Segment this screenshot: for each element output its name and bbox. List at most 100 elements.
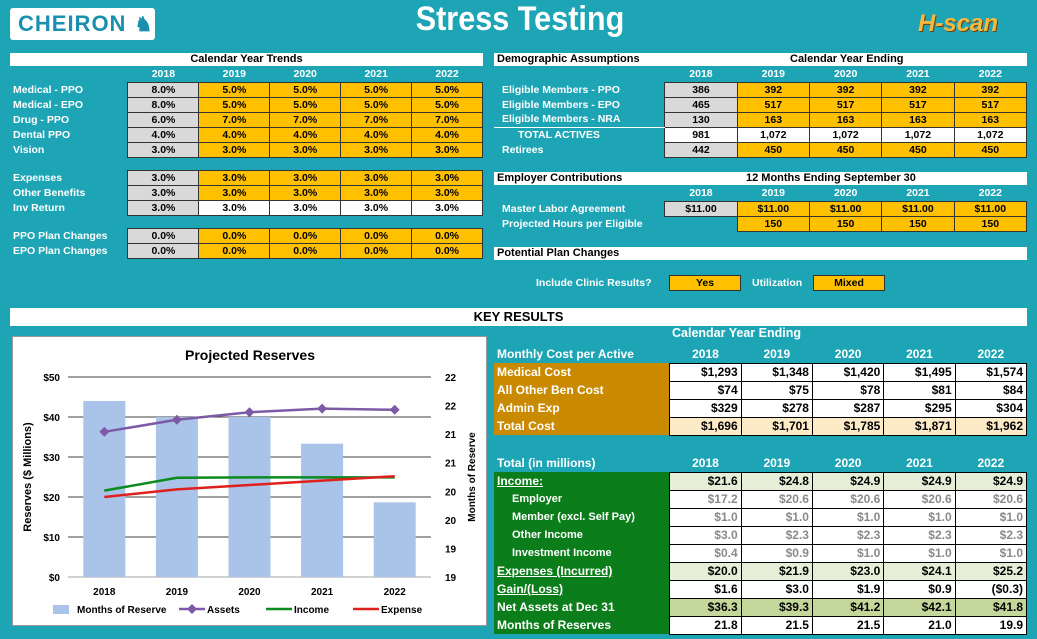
demo-cell: 1,072 <box>953 126 1028 143</box>
totals-sub-cell: $1.0 <box>954 507 1028 527</box>
trends-cell[interactable]: 3.0% <box>269 169 342 186</box>
totals-sub-cell: $1.0 <box>669 507 742 527</box>
trends-cell[interactable]: 5.0% <box>411 81 483 98</box>
emp-hours-cell[interactable]: 150 <box>736 215 810 232</box>
demo-cell[interactable]: 517 <box>953 96 1028 113</box>
demo-cell[interactable]: 517 <box>736 96 810 113</box>
trends-row: Other Benefits 3.0% 3.0% 3.0% 3.0% 3.0% <box>10 184 483 201</box>
trends-cell[interactable]: 5.0% <box>198 81 271 98</box>
demo-cell[interactable]: 163 <box>736 111 810 128</box>
clinic-select[interactable]: Yes <box>669 275 741 291</box>
chart-y-tick: $50 <box>43 373 60 384</box>
demo-cell[interactable]: 450 <box>736 141 810 158</box>
trends-cell[interactable]: 4.0% <box>198 126 271 143</box>
trends-cell[interactable]: 0.0% <box>269 227 342 244</box>
trends-row: Vision 3.0% 3.0% 3.0% 3.0% 3.0% <box>10 141 483 158</box>
trends-cell[interactable]: 0.0% <box>198 242 271 259</box>
trends-cell[interactable]: 3.0% <box>269 184 342 201</box>
trends-cell[interactable]: 5.0% <box>340 96 413 113</box>
trends-cell[interactable]: 5.0% <box>411 96 483 113</box>
trends-cell[interactable]: 3.0% <box>411 199 483 216</box>
emp-mla-cell[interactable]: $11.00 <box>808 200 883 217</box>
trends-cell[interactable]: 7.0% <box>198 111 271 128</box>
chart-line-expense <box>104 474 395 499</box>
trends-cell[interactable]: 0.0% <box>411 242 483 259</box>
trends-cell[interactable]: 0.0% <box>340 227 413 244</box>
totals-sub-cell: $2.3 <box>740 525 813 545</box>
trends-cell[interactable]: 5.0% <box>269 81 342 98</box>
demo-cell[interactable]: 163 <box>953 111 1028 128</box>
trends-cell[interactable]: 7.0% <box>340 111 413 128</box>
demo-cell[interactable]: 517 <box>881 96 955 113</box>
trends-cell[interactable]: 3.0% <box>411 169 483 186</box>
trends-row-label: Medical - EPO <box>13 98 84 111</box>
trends-cell[interactable]: 0.0% <box>269 242 342 259</box>
emp-hours-cell[interactable]: 150 <box>808 215 883 232</box>
trends-cell[interactable]: 3.0% <box>411 141 483 158</box>
trends-cell: 3.0% <box>127 169 200 186</box>
trends-cell[interactable]: 3.0% <box>198 141 271 158</box>
totals-gain-cell: ($0.3) <box>954 579 1028 599</box>
trends-cell[interactable]: 0.0% <box>340 242 413 259</box>
trends-cell[interactable]: 3.0% <box>340 169 413 186</box>
demo-row: Retirees 442 450 450 450 450 <box>494 141 1028 158</box>
monthly-cell: $74 <box>669 380 742 400</box>
trends-cell[interactable]: 5.0% <box>340 81 413 98</box>
emp-mla-cell[interactable]: $11.00 <box>953 200 1028 217</box>
chart-y2-tick: 20 <box>445 516 457 527</box>
demo-cell[interactable]: 163 <box>881 111 955 128</box>
demo-cell[interactable]: 392 <box>953 81 1028 98</box>
trends-cell[interactable]: 3.0% <box>198 199 271 216</box>
trends-cell[interactable]: 3.0% <box>198 169 271 186</box>
demo-cell[interactable]: 517 <box>808 96 883 113</box>
trends-cell[interactable]: 3.0% <box>198 184 271 201</box>
trends-row: Drug - PPO 6.0% 7.0% 7.0% 7.0% 7.0% <box>10 111 483 128</box>
totals-year-label: 2021 <box>906 455 933 470</box>
trends-cell[interactable]: 4.0% <box>269 126 342 143</box>
demo-cell[interactable]: 450 <box>953 141 1028 158</box>
trends-cell[interactable]: 4.0% <box>340 126 413 143</box>
trends-cell[interactable]: 3.0% <box>269 199 342 216</box>
totals-sub-cell: $0.4 <box>669 543 742 563</box>
trends-cell[interactable]: 0.0% <box>198 227 271 244</box>
trends-cell[interactable]: 7.0% <box>269 111 342 128</box>
demo-cell[interactable]: 392 <box>808 81 883 98</box>
trends-cell[interactable]: 0.0% <box>411 227 483 244</box>
trends-cell[interactable]: 5.0% <box>269 96 342 113</box>
monthly-row: Admin Exp $329 $278 $287 $295 $304 <box>494 398 1028 418</box>
trends-cell[interactable]: 4.0% <box>411 126 483 143</box>
key-results-header: KEY RESULTS <box>10 308 1027 326</box>
totals-sub-cell: $20.6 <box>740 489 813 509</box>
demo-cell[interactable]: 392 <box>736 81 810 98</box>
monthly-year-label: 2020 <box>834 346 862 361</box>
chart-y2-tick: 19 <box>445 544 457 555</box>
monthly-title: Monthly Cost per Active <box>497 347 634 361</box>
trends-cell[interactable]: 3.0% <box>269 141 342 158</box>
demo-cell[interactable]: 392 <box>881 81 955 98</box>
utilization-select[interactable]: Mixed <box>813 275 885 291</box>
totals-sub-cell: $20.6 <box>811 489 885 509</box>
trends-cell[interactable]: 3.0% <box>340 184 413 201</box>
trends-cell[interactable]: 3.0% <box>340 199 413 216</box>
demo-cell[interactable]: 450 <box>881 141 955 158</box>
emp-mla-cell[interactable]: $11.00 <box>881 200 955 217</box>
demo-cell[interactable]: 163 <box>808 111 883 128</box>
chart-x-tick: 2021 <box>311 587 334 598</box>
trends-year-row: 2018 2019 2020 2021 2022 <box>10 67 483 82</box>
demo-cell[interactable]: 450 <box>808 141 883 158</box>
trends-cell[interactable]: 7.0% <box>411 111 483 128</box>
monthly-header-row: Monthly Cost per Active 2018 2019 2020 2021 2… <box>494 345 1027 363</box>
emp-mla-cell[interactable]: $11.00 <box>736 200 810 217</box>
totals-sub-cell: $1.0 <box>883 543 956 563</box>
monthly-cell: $1,696 <box>669 416 742 436</box>
emp-hours-cell[interactable]: 150 <box>953 215 1028 232</box>
employer-title: Employer Contributions <box>497 172 623 184</box>
demo-year-label: 2019 <box>761 68 785 81</box>
trends-cell[interactable]: 5.0% <box>198 96 271 113</box>
trends-cell[interactable]: 3.0% <box>340 141 413 158</box>
trends-cell[interactable]: 3.0% <box>411 184 483 201</box>
emp-hours-cell[interactable]: 150 <box>881 215 955 232</box>
employer-subtitle: 12 Months Ending September 30 <box>746 172 916 184</box>
trends-cell: 0.0% <box>127 227 200 244</box>
monthly-cell: $287 <box>811 398 885 418</box>
